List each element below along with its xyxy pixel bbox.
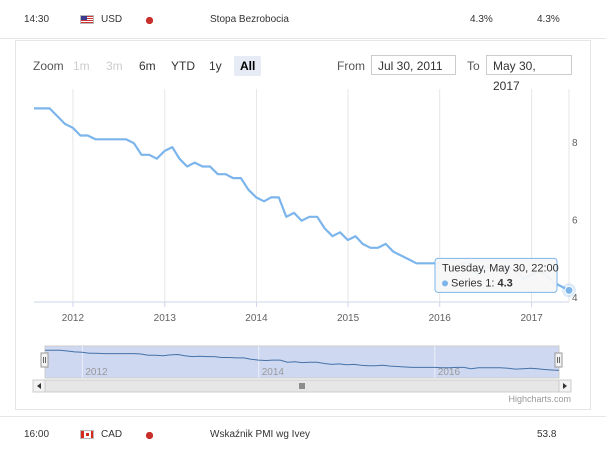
x-axis-labels: 2012 2013 2014 2015 2016 2017 xyxy=(62,313,543,324)
tooltip-header: Tuesday, May 30, 22:00 xyxy=(442,262,559,274)
tooltip-box xyxy=(434,257,558,293)
to-date-input[interactable]: May 30, 2017 xyxy=(486,55,572,93)
navigator-tick-label: 2016 xyxy=(438,367,461,378)
to-label: To xyxy=(467,59,480,73)
scrollbar[interactable] xyxy=(32,379,572,393)
event-forecast: 4.3% xyxy=(537,14,560,25)
x-tick-label: 2012 xyxy=(62,313,85,324)
importance-dot xyxy=(146,432,153,439)
event-actual: 4.3% xyxy=(470,14,493,25)
chart-container: Zoom 1m 3m 6m YTD 1y All From Jul 30, 20… xyxy=(15,40,591,410)
y-axis-labels: 4 6 8 xyxy=(572,138,578,304)
y-tick-label: 8 xyxy=(572,138,578,149)
tooltip-value: 4.3 xyxy=(497,277,512,289)
from-label: From xyxy=(337,59,365,73)
zoom-button-1y[interactable]: 1y xyxy=(209,59,222,73)
y-tick-label: 6 xyxy=(572,216,578,227)
navigator-tick-label: 2014 xyxy=(262,367,285,378)
y-tick-label: 4 xyxy=(572,293,578,304)
zoom-button-6m[interactable]: 6m xyxy=(139,59,156,73)
x-tick-label: 2014 xyxy=(245,313,268,324)
event-name[interactable]: Stopa Bezrobocia xyxy=(210,14,289,25)
event-currency: USD xyxy=(101,14,123,25)
event-forecast: 53.8 xyxy=(537,429,557,440)
x-tick-label: 2015 xyxy=(337,313,360,324)
zoom-button-all[interactable]: All xyxy=(234,56,262,76)
arrow-left-icon xyxy=(37,383,41,389)
zoom-button-ytd[interactable]: YTD xyxy=(171,59,195,73)
calendar-row-cad: 16:00 CAD Wskaźnik PMI wg Ivey 53.8 xyxy=(0,416,606,453)
importance-dot xyxy=(146,17,153,24)
arrow-right-icon xyxy=(563,383,567,389)
tooltip-series-label: Series 1: 4.3 xyxy=(451,277,513,289)
handle-grip[interactable] xyxy=(554,352,563,368)
ca-flag-icon xyxy=(80,430,94,439)
x-tick-label: 2017 xyxy=(520,313,543,324)
navigator-tick-label: 2012 xyxy=(85,367,108,378)
zoom-label: Zoom xyxy=(33,59,64,73)
handle-grip[interactable] xyxy=(40,352,49,368)
navigator-left-handle[interactable] xyxy=(40,352,49,368)
x-tick-label: 2013 xyxy=(154,313,177,324)
chart-svg: 468 2012 2013 2014 2015 2016 2017 2012 2014 201… xyxy=(32,89,578,404)
zoom-button-1m[interactable]: 1m xyxy=(73,59,90,73)
zoom-button-3m[interactable]: 3m xyxy=(106,59,123,73)
tooltip-series-dot xyxy=(442,280,448,287)
us-flag-icon xyxy=(80,15,94,24)
hover-point[interactable] xyxy=(564,285,574,295)
event-name[interactable]: Wskaźnik PMI wg Ivey xyxy=(210,429,311,440)
event-time: 14:30 xyxy=(24,14,50,25)
navigator-selection[interactable] xyxy=(44,345,560,379)
from-date-input[interactable]: Jul 30, 2011 xyxy=(371,55,456,75)
range-selector: Zoom 1m 3m 6m YTD 1y All From Jul 30, 20… xyxy=(16,41,590,93)
navigator-series-line xyxy=(45,349,560,371)
navigator[interactable]: 2012 2014 2016 xyxy=(40,345,563,379)
x-tick-label: 2016 xyxy=(429,313,452,324)
event-time: 16:00 xyxy=(24,429,50,440)
credits-text[interactable]: Highcharts.com xyxy=(508,394,571,404)
event-currency: CAD xyxy=(101,429,123,440)
navigator-right-handle[interactable] xyxy=(554,352,563,368)
calendar-row-usd: 14:30 USD Stopa Bezrobocia 4.3% 4.3% xyxy=(0,2,606,39)
tooltip: Tuesday, May 30, 22:00 Series 1: 4.3 xyxy=(434,257,559,293)
grid-lines xyxy=(34,89,570,307)
